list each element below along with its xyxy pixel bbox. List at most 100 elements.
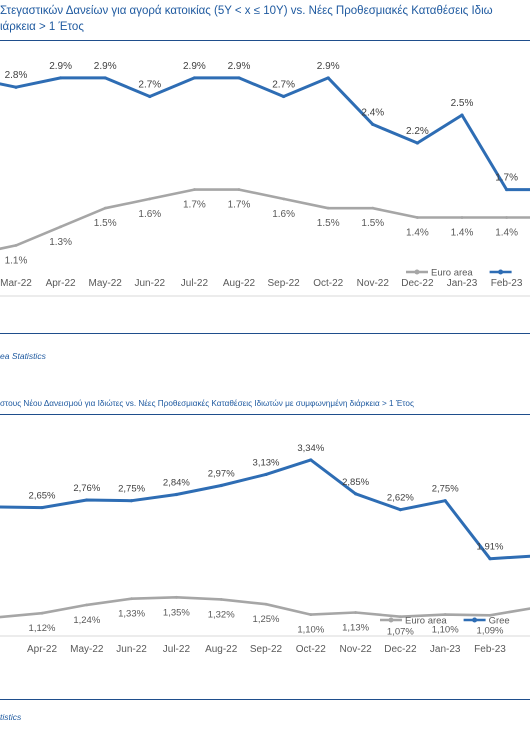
data-label-euro_area: 1.4% xyxy=(406,227,429,238)
data-label-euro_area: 1,25% xyxy=(253,614,280,625)
legend-label-euro_area: Euro area xyxy=(431,268,473,279)
data-label-euro_area: 1.1% xyxy=(5,255,28,266)
x-tick-label: Jan-23 xyxy=(447,278,478,289)
data-point-euro_area xyxy=(175,595,178,599)
x-tick-label: Jul-22 xyxy=(163,644,191,655)
data-label-euro_area: 1.5% xyxy=(317,218,340,229)
data-point-greece xyxy=(219,483,223,488)
data-label-greece: 2.9% xyxy=(94,61,117,72)
data-label-euro_area: 1.3% xyxy=(49,237,72,248)
x-tick-label: Jun-22 xyxy=(116,644,147,655)
data-point-euro_area xyxy=(40,611,44,615)
data-label-greece: 1,91% xyxy=(477,542,504,553)
data-label-euro_area: 1.5% xyxy=(94,218,117,229)
data-point-greece xyxy=(103,76,107,80)
chart1-bottom-rule xyxy=(0,333,530,334)
data-point-greece xyxy=(371,122,375,127)
data-point-greece xyxy=(14,85,18,89)
data-label-greece: 2.7% xyxy=(272,80,295,91)
legend-marker-euro_area xyxy=(414,269,420,275)
data-point-euro_area xyxy=(237,188,241,191)
data-point-euro_area xyxy=(85,603,89,607)
data-point-greece xyxy=(443,499,447,503)
data-label-euro_area: 1.6% xyxy=(138,209,161,220)
data-point-euro_area xyxy=(264,602,268,606)
chart2-source: tistics xyxy=(0,712,22,722)
data-label-euro_area: 1.5% xyxy=(361,218,384,229)
x-tick-label: Mar-22 xyxy=(0,278,32,289)
data-point-greece xyxy=(488,557,492,561)
data-label-greece: 2,62% xyxy=(387,493,414,504)
data-point-greece xyxy=(460,113,464,117)
data-point-greece xyxy=(354,492,358,496)
x-tick-label: Dec-22 xyxy=(384,644,417,655)
data-label-euro_area: 1.7% xyxy=(183,200,206,211)
data-label-euro_area: 1,32% xyxy=(208,609,235,620)
data-label-greece: 3,34% xyxy=(297,443,324,454)
data-point-euro_area xyxy=(460,216,464,219)
data-label-greece: 2,97% xyxy=(208,468,235,479)
x-tick-label: Sep-22 xyxy=(267,278,300,289)
data-point-greece xyxy=(237,76,241,80)
data-label-greece: 2,65% xyxy=(29,491,56,502)
data-label-greece: 2,75% xyxy=(118,484,145,495)
data-point-euro_area xyxy=(399,615,402,619)
data-point-greece xyxy=(192,76,196,80)
x-tick-label: Jun-22 xyxy=(135,278,166,289)
data-point-euro_area xyxy=(103,206,107,210)
data-label-euro_area: 1,07% xyxy=(387,627,414,638)
data-point-greece xyxy=(398,508,402,512)
data-point-greece xyxy=(59,76,63,80)
data-label-greece: 2.4% xyxy=(361,107,384,118)
chart1-title-line2: ιάρκεια > 1 Έτος xyxy=(0,21,84,33)
data-label-euro_area: 1,35% xyxy=(163,607,190,618)
data-point-greece xyxy=(148,94,152,99)
data-point-greece xyxy=(326,76,330,80)
data-label-greece: 1.7% xyxy=(495,173,518,184)
x-tick-label: Apr-22 xyxy=(27,644,57,655)
x-tick-label: May-22 xyxy=(70,644,104,655)
data-point-euro_area xyxy=(488,613,492,617)
chart2-bottom-rule xyxy=(0,699,530,700)
data-label-greece: 2.9% xyxy=(49,61,72,72)
chart2-plot: Apr-22 May-22 Jun-22 Jul-22 Aug-22 Sep-22 Oct-… xyxy=(0,443,530,655)
x-tick-label: Aug-22 xyxy=(223,278,256,289)
data-label-greece: 2,84% xyxy=(163,477,190,488)
data-label-greece: 2,75% xyxy=(432,484,459,495)
data-point-greece xyxy=(309,458,313,462)
data-point-euro_area xyxy=(354,611,357,614)
legend-label-greece: Gree xyxy=(489,616,510,627)
data-label-greece: 2,85% xyxy=(342,477,369,488)
legend-label-euro_area: Euro area xyxy=(405,616,447,627)
x-tick-label: Aug-22 xyxy=(205,644,238,655)
legend-marker-greece xyxy=(498,269,504,275)
x-tick-label: Feb-23 xyxy=(491,278,523,289)
data-label-greece: 2.7% xyxy=(138,80,161,91)
data-point-euro_area xyxy=(416,216,419,219)
data-point-euro_area xyxy=(282,197,285,201)
data-label-greece: 2.8% xyxy=(5,70,28,81)
x-tick-label: Jan-23 xyxy=(430,644,461,655)
data-point-greece xyxy=(174,492,178,497)
data-label-greece: 2.2% xyxy=(406,126,429,137)
data-point-euro_area xyxy=(14,243,18,247)
chart1-title-line1: Στεγαστικών Δανείων για αγορά κατοικίας … xyxy=(0,5,493,17)
data-label-euro_area: 1,12% xyxy=(29,623,56,634)
data-point-euro_area xyxy=(371,206,375,210)
data-label-euro_area: 1,33% xyxy=(118,609,145,620)
chart1-plot: Mar-22 Apr-22 May-22 Jun-22 Jul-22 Aug-22 Sep-… xyxy=(0,61,530,297)
data-point-euro_area xyxy=(148,197,152,201)
x-tick-label: Jul-22 xyxy=(181,278,209,289)
data-point-euro_area xyxy=(505,216,508,219)
x-tick-label: Feb-23 xyxy=(474,644,506,655)
chart2-top-rule xyxy=(0,414,530,415)
x-tick-label: May-22 xyxy=(89,278,123,289)
x-tick-label: Oct-22 xyxy=(296,644,326,655)
data-label-euro_area: 1.7% xyxy=(228,200,251,211)
data-point-euro_area xyxy=(219,597,223,601)
data-label-euro_area: 1,13% xyxy=(342,623,369,634)
x-tick-label: Sep-22 xyxy=(250,644,283,655)
x-tick-label: Nov-22 xyxy=(339,644,372,655)
legend-marker-greece xyxy=(472,617,478,623)
data-point-euro_area xyxy=(130,597,134,601)
